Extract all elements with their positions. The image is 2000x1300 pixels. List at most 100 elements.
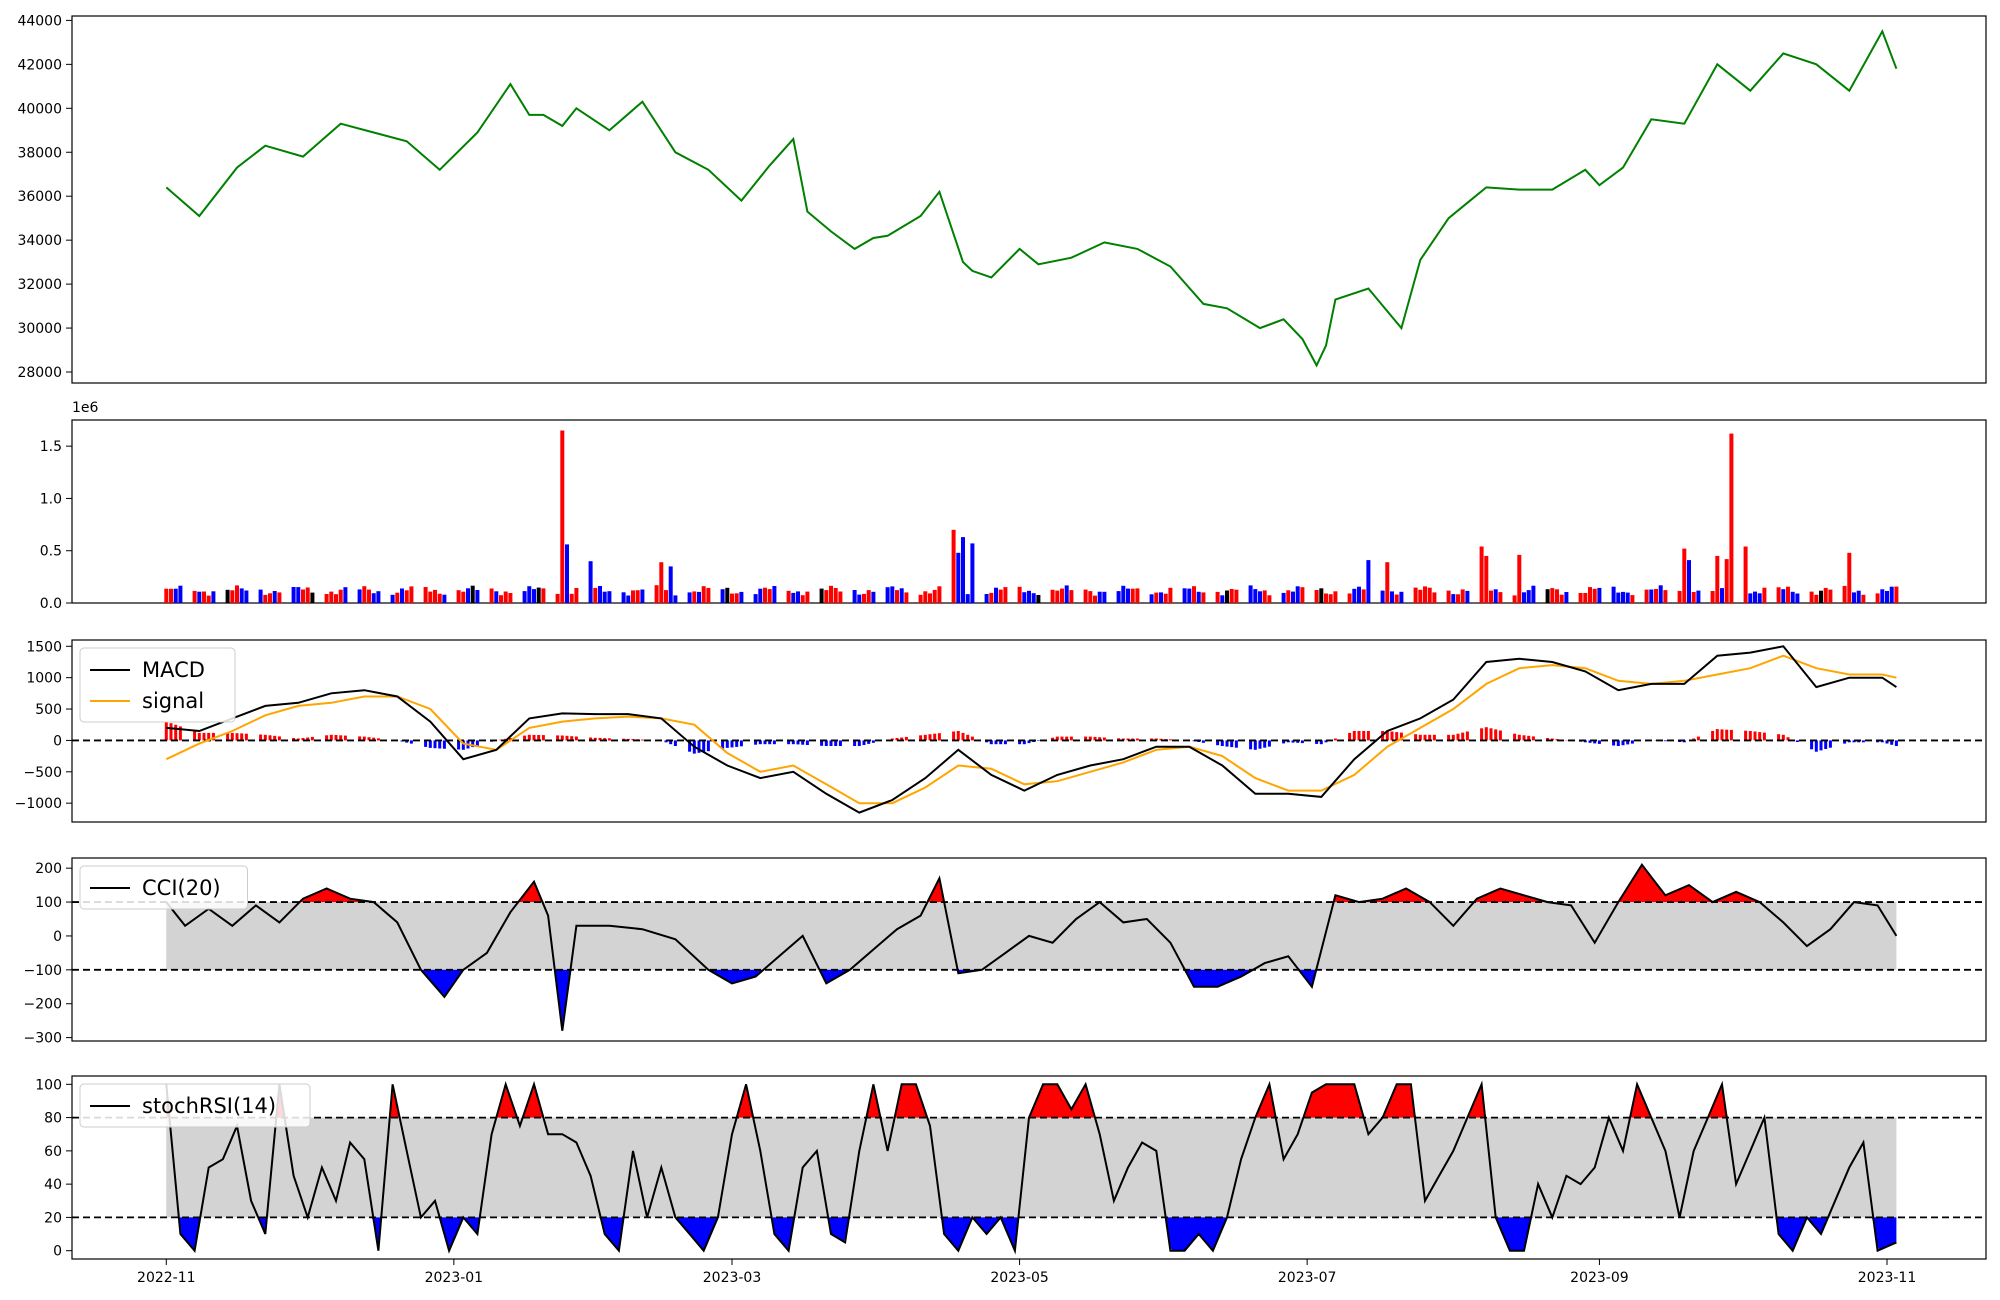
volume-bar [1852, 592, 1856, 603]
macd-histogram-bar [820, 740, 824, 746]
volume-bar [1201, 592, 1206, 603]
volume-bar [409, 586, 414, 603]
macd-histogram-bar [829, 740, 833, 746]
volume-bar [1880, 589, 1885, 603]
volume-bar [1658, 585, 1663, 603]
volume-bar [395, 592, 400, 603]
volume-bar [1347, 593, 1352, 603]
macd-histogram-bar [1131, 738, 1135, 741]
volume-bar [932, 589, 937, 603]
macd-histogram-bar [895, 738, 899, 741]
macd-histogram-bar [541, 735, 545, 741]
volume-bar [1328, 594, 1333, 603]
volume-bar [1394, 594, 1399, 603]
macd-histogram-bar [1593, 740, 1597, 744]
macd-histogram-bar [1890, 740, 1894, 745]
macd-histogram-bar [532, 734, 536, 741]
macd-legend: MACD signal [79, 647, 236, 723]
macd-histogram-bar [306, 737, 310, 741]
macd-histogram-bar [1055, 736, 1059, 741]
macd-histogram-bar [1225, 740, 1229, 747]
volume-bar [574, 588, 579, 603]
macd-histogram-bar [805, 740, 809, 745]
macd-histogram-bar [1720, 729, 1724, 741]
volume-bar [772, 586, 777, 603]
macd-histogram-bar [1753, 731, 1757, 741]
macd-histogram-bar [857, 740, 861, 746]
volume-bar [164, 588, 169, 603]
stochrsi-overbought-fill [166, 1084, 1897, 1118]
stochrsi-legend-label: stochRSI(14) [142, 1094, 276, 1118]
stochrsi-legend: stochRSI(14) [79, 1083, 311, 1128]
volume-bar [1465, 590, 1470, 603]
volume-bar [1300, 587, 1305, 603]
macd-histogram-bar [1291, 740, 1295, 743]
volume-bar [1823, 587, 1828, 603]
macd-histogram-bar [461, 740, 465, 750]
macd-histogram-bar [1480, 728, 1484, 741]
macd-histogram-bar [1843, 740, 1847, 744]
macd-histogram-bar [1414, 734, 1418, 741]
volume-bar [428, 591, 433, 603]
volume-bar [230, 590, 235, 603]
macd-histogram-bar [178, 726, 182, 741]
volume-bar [367, 589, 371, 603]
macd-histogram-bar [301, 738, 305, 741]
stochrsi-ytick-label: 60 [44, 1144, 62, 1160]
volume-frame [71, 419, 1987, 604]
macd-histogram-bar [1715, 729, 1719, 741]
volume-bar [1460, 589, 1465, 603]
stochrsi-ytick-label: 20 [44, 1210, 62, 1226]
macd-histogram-bar [1093, 736, 1097, 741]
volume-bar [1187, 588, 1192, 603]
macd-histogram-bar [523, 735, 527, 741]
macd-histogram-bar [560, 735, 564, 741]
price-ytick-label: 36000 [17, 189, 62, 205]
volume-bar [1526, 590, 1531, 603]
macd-histogram-bar [1126, 738, 1130, 741]
macd-histogram-bar [1696, 736, 1700, 741]
volume-bar [965, 594, 970, 603]
macd-histogram-bar [952, 731, 956, 741]
volume-ytick-label: 1.0 [40, 491, 62, 507]
macd-histogram-bar [1456, 733, 1460, 741]
macd-histogram-bar [259, 734, 263, 741]
macd-histogram-bar [574, 736, 578, 741]
volume-bar [1126, 588, 1130, 603]
volume-bar [1361, 589, 1366, 603]
macd-histogram-bar [428, 740, 432, 748]
volume-bar [1479, 546, 1484, 603]
volume-bar [890, 586, 895, 603]
volume-ytick-label: 0.5 [40, 544, 62, 560]
volume-bar [1060, 588, 1064, 603]
volume-bar [1781, 589, 1786, 603]
macd-histogram-bar [593, 737, 597, 741]
volume-bar [522, 591, 527, 603]
volume-bar [489, 588, 494, 603]
macd-histogram-bar [1357, 731, 1361, 741]
volume-bar [456, 590, 461, 603]
macd-histogram-bar [725, 740, 729, 748]
volume-bar [895, 590, 899, 603]
macd-histogram-bar [1692, 738, 1696, 741]
volume-bar [961, 537, 965, 603]
volume-bar [1564, 592, 1569, 603]
macd-histogram-bar [937, 733, 941, 741]
volume-bar [635, 590, 640, 603]
volume-bar [1215, 591, 1220, 603]
volume-bar [1413, 587, 1418, 603]
volume-bar [1724, 559, 1729, 603]
stochrsi-ytick-label: 40 [44, 1177, 62, 1193]
cci-ytick-label: −100 [24, 963, 62, 979]
volume-bar [1135, 588, 1140, 603]
volume-bar [1083, 589, 1088, 603]
volume-bar [1451, 594, 1456, 603]
macd-histogram-bar [1517, 734, 1521, 741]
volume-panel: 0.0 0.5 1.0 1.5 1e6 [40, 400, 1987, 612]
macd-histogram-bar [367, 737, 371, 741]
volume-bar [1116, 591, 1121, 603]
volume-bar [1753, 591, 1757, 603]
macd-histogram-bar [871, 740, 875, 743]
macd-histogram-bar [1022, 740, 1026, 745]
volume-bar [763, 587, 767, 603]
